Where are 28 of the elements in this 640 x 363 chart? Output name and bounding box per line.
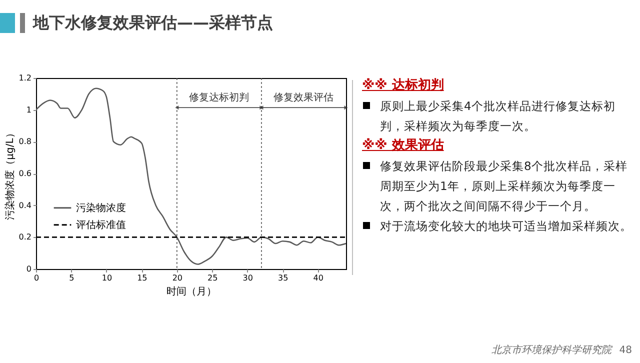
y-tick-label: 1: [26, 105, 32, 114]
legend-label: 评估标准值: [76, 218, 126, 231]
y-tick-label: 0.2: [18, 232, 32, 242]
annotation: 修复达标初判: [189, 92, 250, 104]
x-tick-label: 35: [278, 274, 288, 282]
x-tick-label: 10: [102, 274, 112, 282]
y-tick-label: 0.4: [18, 200, 32, 210]
annotation: 修复效果评估: [274, 92, 334, 104]
x-axis-title: 时间（月）: [166, 286, 216, 298]
text: 对于流场变化较大的地块可适当增加采样频次。: [380, 219, 632, 233]
y-axis-title: 污染物浓度（μg/L）: [4, 128, 16, 220]
y-tick-label: 0.6: [18, 169, 32, 178]
text: 原则上最少采集4个批次样品进行修复达标初判，采样频次为每季度一次。: [380, 99, 616, 133]
y-tick-label: 0: [26, 264, 32, 274]
x-tick-label: 0: [34, 274, 40, 282]
x-tick-label: 15: [137, 274, 148, 282]
x-tick-label: 25: [208, 274, 218, 282]
y-tick-label: 1.2: [18, 74, 32, 82]
text: 修复效果评估阶段最少采集8个批次样品，采样周期至少为1年，原则上采样频次为每季度一次，两个批次之间间隔不得少于一个月。: [380, 159, 628, 213]
x-tick-label: 5: [69, 274, 74, 282]
chart-title: 地下水修复效果评估——采样节点: [33, 12, 273, 34]
x-tick-label: 20: [172, 274, 183, 282]
y-tick-label: 0.8: [18, 137, 32, 146]
legend-label: 污染物浓度: [76, 202, 126, 214]
x-tick-label: 40: [313, 274, 324, 282]
text: 北京市环境保护科学研究院: [491, 344, 612, 357]
x-tick-label: 30: [242, 274, 253, 282]
text: 48: [619, 345, 632, 356]
